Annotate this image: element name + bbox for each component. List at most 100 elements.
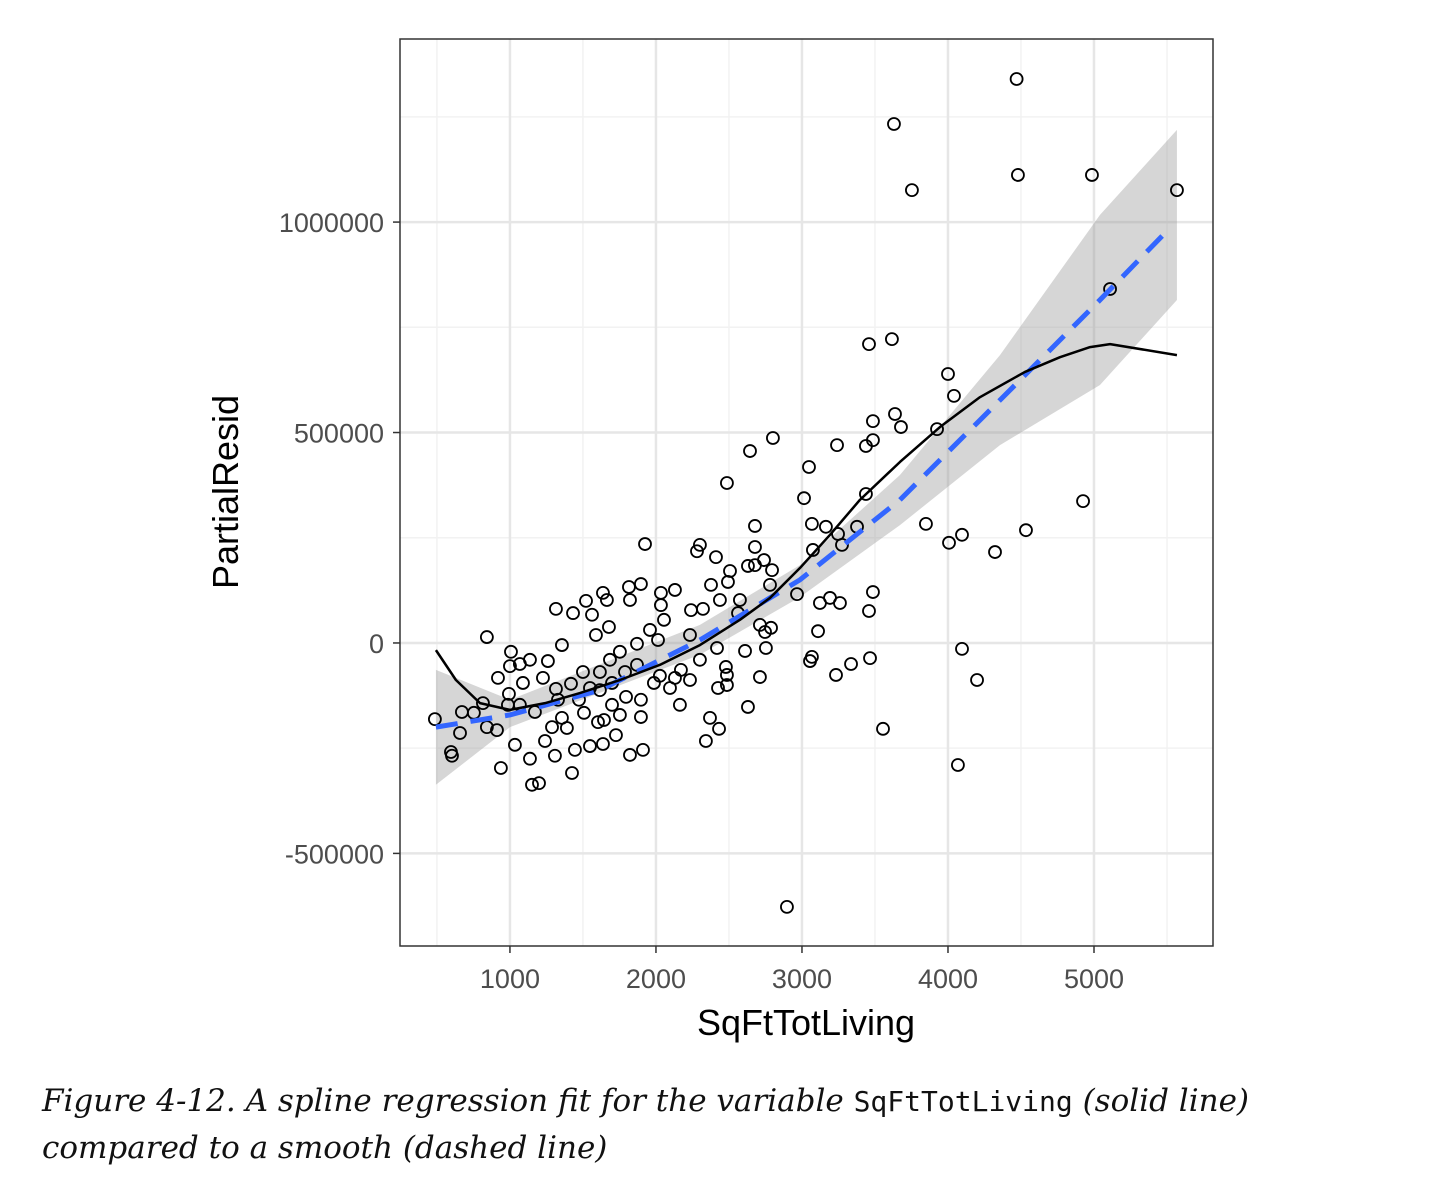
data-point: [748, 519, 762, 533]
x-axis-title: SqFtTotLiving: [697, 1002, 915, 1043]
data-point: [591, 715, 605, 729]
data-point: [955, 527, 969, 542]
data-point: [733, 593, 747, 607]
y-axis-title: PartialResid: [205, 395, 246, 589]
data-point: [490, 723, 504, 737]
data-point: [919, 516, 933, 531]
data-point: [668, 583, 682, 597]
data-point: [603, 652, 617, 667]
data-point: [741, 700, 755, 714]
data-point: [1076, 494, 1090, 509]
data-point: [612, 644, 627, 659]
data-point: [504, 644, 518, 659]
data-point: [930, 422, 944, 437]
data-point: [673, 697, 687, 712]
data-point: [797, 491, 811, 506]
data-point: [1170, 183, 1184, 197]
data-point: [941, 367, 955, 381]
data-point: [623, 748, 637, 762]
data-point: [830, 438, 844, 453]
data-point: [951, 758, 965, 772]
data-point: [643, 623, 657, 637]
x-tick-label: 5000: [1064, 964, 1124, 994]
data-point: [863, 651, 877, 666]
data-point: [445, 748, 459, 763]
data-point: [844, 657, 858, 671]
data-point: [634, 577, 648, 591]
data-point: [549, 601, 563, 616]
data-point: [647, 676, 661, 690]
data-point: [712, 721, 726, 736]
data-point: [696, 601, 710, 616]
data-point: [885, 332, 899, 346]
confidence-band: [435, 129, 1177, 785]
data-point: [1009, 72, 1024, 86]
data-point: [829, 668, 843, 682]
data-point: [942, 535, 956, 550]
data-point: [720, 476, 734, 490]
data-point: [597, 713, 611, 727]
data-point: [576, 665, 590, 679]
data-point: [862, 604, 876, 618]
data-point: [763, 577, 777, 592]
smooth-confidence-band: [435, 129, 1177, 785]
data-point: [634, 710, 648, 724]
y-tick-label: 1000000: [279, 208, 384, 238]
data-point: [720, 678, 734, 692]
data-point: [525, 777, 539, 792]
data-point: [579, 593, 593, 608]
data-point: [805, 649, 819, 664]
data-point: [619, 689, 633, 704]
data-point: [638, 537, 652, 551]
data-point: [493, 761, 508, 775]
data-point: [704, 577, 718, 592]
data-point: [427, 712, 442, 727]
data-point: [600, 593, 614, 607]
data-point: [970, 673, 984, 687]
data-point: [612, 708, 627, 722]
data-point: [947, 389, 961, 403]
data-point: [532, 776, 546, 791]
data-point: [651, 633, 665, 647]
data-point: [596, 585, 610, 600]
data-point: [512, 657, 527, 671]
data-point: [819, 519, 833, 534]
data-point: [721, 575, 735, 589]
data-point: [765, 563, 779, 578]
data-point: [565, 766, 579, 780]
caption-code: SqFtTotLiving: [853, 1085, 1073, 1118]
data-point: [1103, 282, 1117, 296]
data-point: [988, 545, 1002, 559]
data-point: [559, 721, 574, 735]
data-point: [743, 444, 757, 458]
data-point: [548, 748, 562, 763]
data-point: [609, 728, 623, 743]
data-point: [710, 641, 724, 655]
data-point: [589, 628, 603, 642]
data-point: [766, 431, 780, 445]
data-point: [711, 681, 725, 695]
data-point: [476, 696, 490, 711]
smooth-dashed-line: [435, 231, 1167, 730]
data-point: [583, 739, 597, 753]
data-point: [634, 692, 648, 707]
data-point: [719, 660, 733, 674]
data-point: [698, 734, 713, 748]
data-point: [759, 641, 773, 655]
spline-solid-line: [434, 342, 1178, 712]
data-point: [720, 668, 734, 682]
data-point: [541, 654, 555, 668]
data-point: [592, 665, 607, 679]
data-point: [663, 681, 677, 695]
data-point: [690, 544, 704, 559]
data-point: [536, 670, 550, 685]
data-point: [866, 585, 880, 599]
data-point: [757, 553, 771, 567]
data-point: [866, 414, 880, 429]
data-point: [453, 726, 467, 740]
y-tick-label: 500000: [294, 419, 384, 449]
data-point: [802, 460, 816, 474]
caption-suffix: (solid line) compared to a smooth (dashe…: [42, 1083, 1250, 1166]
data-point: [538, 734, 552, 748]
data-point: [516, 676, 530, 690]
